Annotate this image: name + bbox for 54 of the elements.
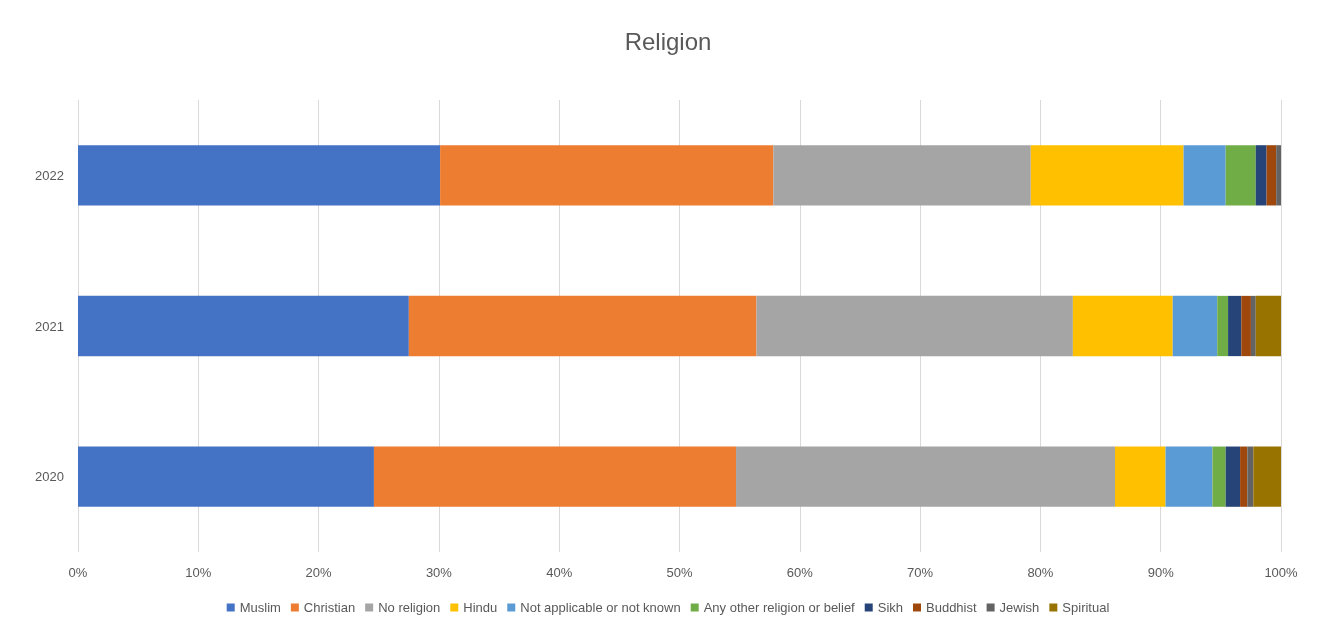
bar: [373, 446, 737, 507]
legend-label: Any other religion or belief: [703, 600, 856, 615]
x-tick-label: 100%: [1264, 565, 1299, 580]
bar: [1228, 295, 1242, 357]
x-tick-label: 20%: [305, 565, 333, 580]
bar: [1240, 446, 1248, 507]
legend-label: No religion: [378, 600, 441, 615]
legend-label: Jewish: [999, 600, 1040, 615]
bar: [78, 295, 409, 357]
bar: [1217, 295, 1229, 357]
legend-label: Buddhist: [926, 600, 977, 615]
x-tick-label: 30%: [425, 565, 453, 580]
bar: [1266, 145, 1277, 206]
bar: [773, 145, 1031, 206]
bar: [1165, 446, 1213, 507]
bar: [1172, 295, 1218, 357]
x-tick-label: 10%: [185, 565, 212, 580]
y-tick-label: 2021: [35, 318, 64, 334]
bar: [1225, 145, 1256, 206]
bar: [1255, 145, 1267, 206]
legend-label: Muslim: [239, 600, 281, 615]
bar: [756, 295, 1073, 357]
bar: [78, 446, 374, 507]
x-tick-label: 40%: [546, 565, 573, 580]
bar: [1225, 446, 1241, 507]
legend-label: Spiritual: [1062, 600, 1110, 615]
x-tick-label: 80%: [1027, 565, 1054, 580]
bar: [1250, 295, 1256, 357]
x-tick-label: 0%: [68, 565, 88, 580]
bar: [1030, 145, 1184, 206]
legend-label: Christian: [303, 600, 356, 615]
y-tick-label: 2022: [35, 167, 64, 183]
bar: [1247, 446, 1254, 507]
bar: [440, 145, 774, 206]
bar: [1183, 145, 1226, 206]
legend-label: Hindu: [463, 600, 498, 615]
bar: [736, 446, 1115, 507]
bar: [1114, 446, 1166, 507]
x-tick-label: 90%: [1147, 565, 1175, 580]
bar: [1276, 145, 1281, 206]
chart-title: Religion: [624, 27, 712, 55]
bar: [1212, 446, 1226, 507]
bar: [1241, 295, 1251, 357]
y-tick-label: 2020: [35, 469, 64, 485]
bar: [1253, 446, 1281, 507]
bar: [408, 295, 757, 357]
x-tick-label: 50%: [666, 565, 693, 580]
bar: [78, 145, 441, 206]
bar: [1255, 295, 1281, 357]
legend-label: Sikh: [877, 600, 904, 615]
x-tick-label: 60%: [786, 565, 814, 580]
legend-label: Not applicable or not known: [520, 600, 681, 615]
bar: [1072, 295, 1173, 357]
x-tick-label: 70%: [907, 565, 934, 580]
